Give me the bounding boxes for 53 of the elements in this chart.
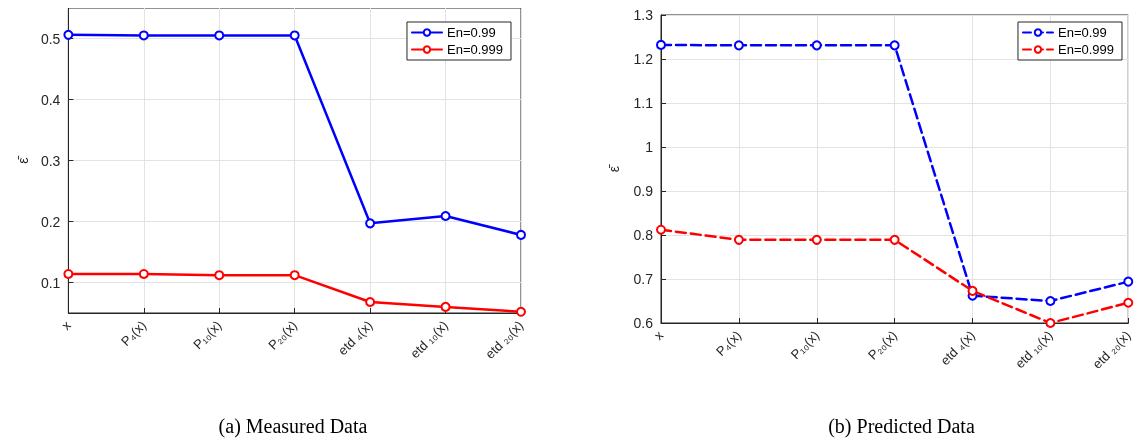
point [1045,296,1056,306]
y-tick-label: 0.6 [633,315,654,331]
x-tick-label: etd ₄(x) [937,327,978,369]
y-tick-label: 0.9 [633,183,654,199]
y-tick-label: 1.3 [633,7,654,23]
x-tick-label: x [58,317,75,333]
y-tick-label: 0.2 [40,213,61,230]
point [138,30,149,41]
point [967,285,978,296]
point [811,234,822,245]
point [889,234,900,245]
y-tick-label: 0.1 [40,274,61,291]
legend-label: En=0.999 [1057,42,1115,57]
point [289,30,300,41]
point [516,229,526,240]
legend-label: En=0.99 [1057,25,1107,40]
point [440,211,451,222]
y-tick-label: 1 [645,139,654,155]
point [656,39,666,50]
point [733,40,744,51]
point [889,40,900,51]
point [1045,318,1056,328]
y-axis-title: ε̄ [606,163,622,173]
point [289,270,300,281]
y-tick-label: 0.7 [633,271,654,287]
point [214,30,225,41]
point [365,218,376,229]
point [63,29,74,40]
text: (a) Measured Data [218,415,368,438]
y-tick-label: 0.3 [40,152,61,169]
y-tick-label: 0.8 [633,227,654,243]
text: (b) Predicted Data [828,415,975,438]
y-axis-title: ε̄ [15,155,31,164]
point [516,306,526,317]
point [656,224,666,235]
legend-label: En=0.99 [446,25,496,40]
point [365,297,376,308]
point [63,268,74,279]
y-tick-label: 0.4 [40,91,61,108]
legend-label: En=0.999 [446,42,504,57]
point [1123,276,1134,287]
x-tick-label: x [651,327,667,343]
point [733,234,744,245]
point [1123,297,1134,308]
point [214,270,225,281]
y-tick-label: 1.1 [633,95,654,111]
y-tick-label: 1.2 [633,51,654,67]
x-tick-label: etd ₁₀(x) [1012,327,1056,372]
point [138,268,149,279]
point [440,301,451,312]
y-tick-label: 0.5 [40,30,61,47]
x-tick-label: etd ₄(x) [335,317,376,359]
point [811,40,822,51]
